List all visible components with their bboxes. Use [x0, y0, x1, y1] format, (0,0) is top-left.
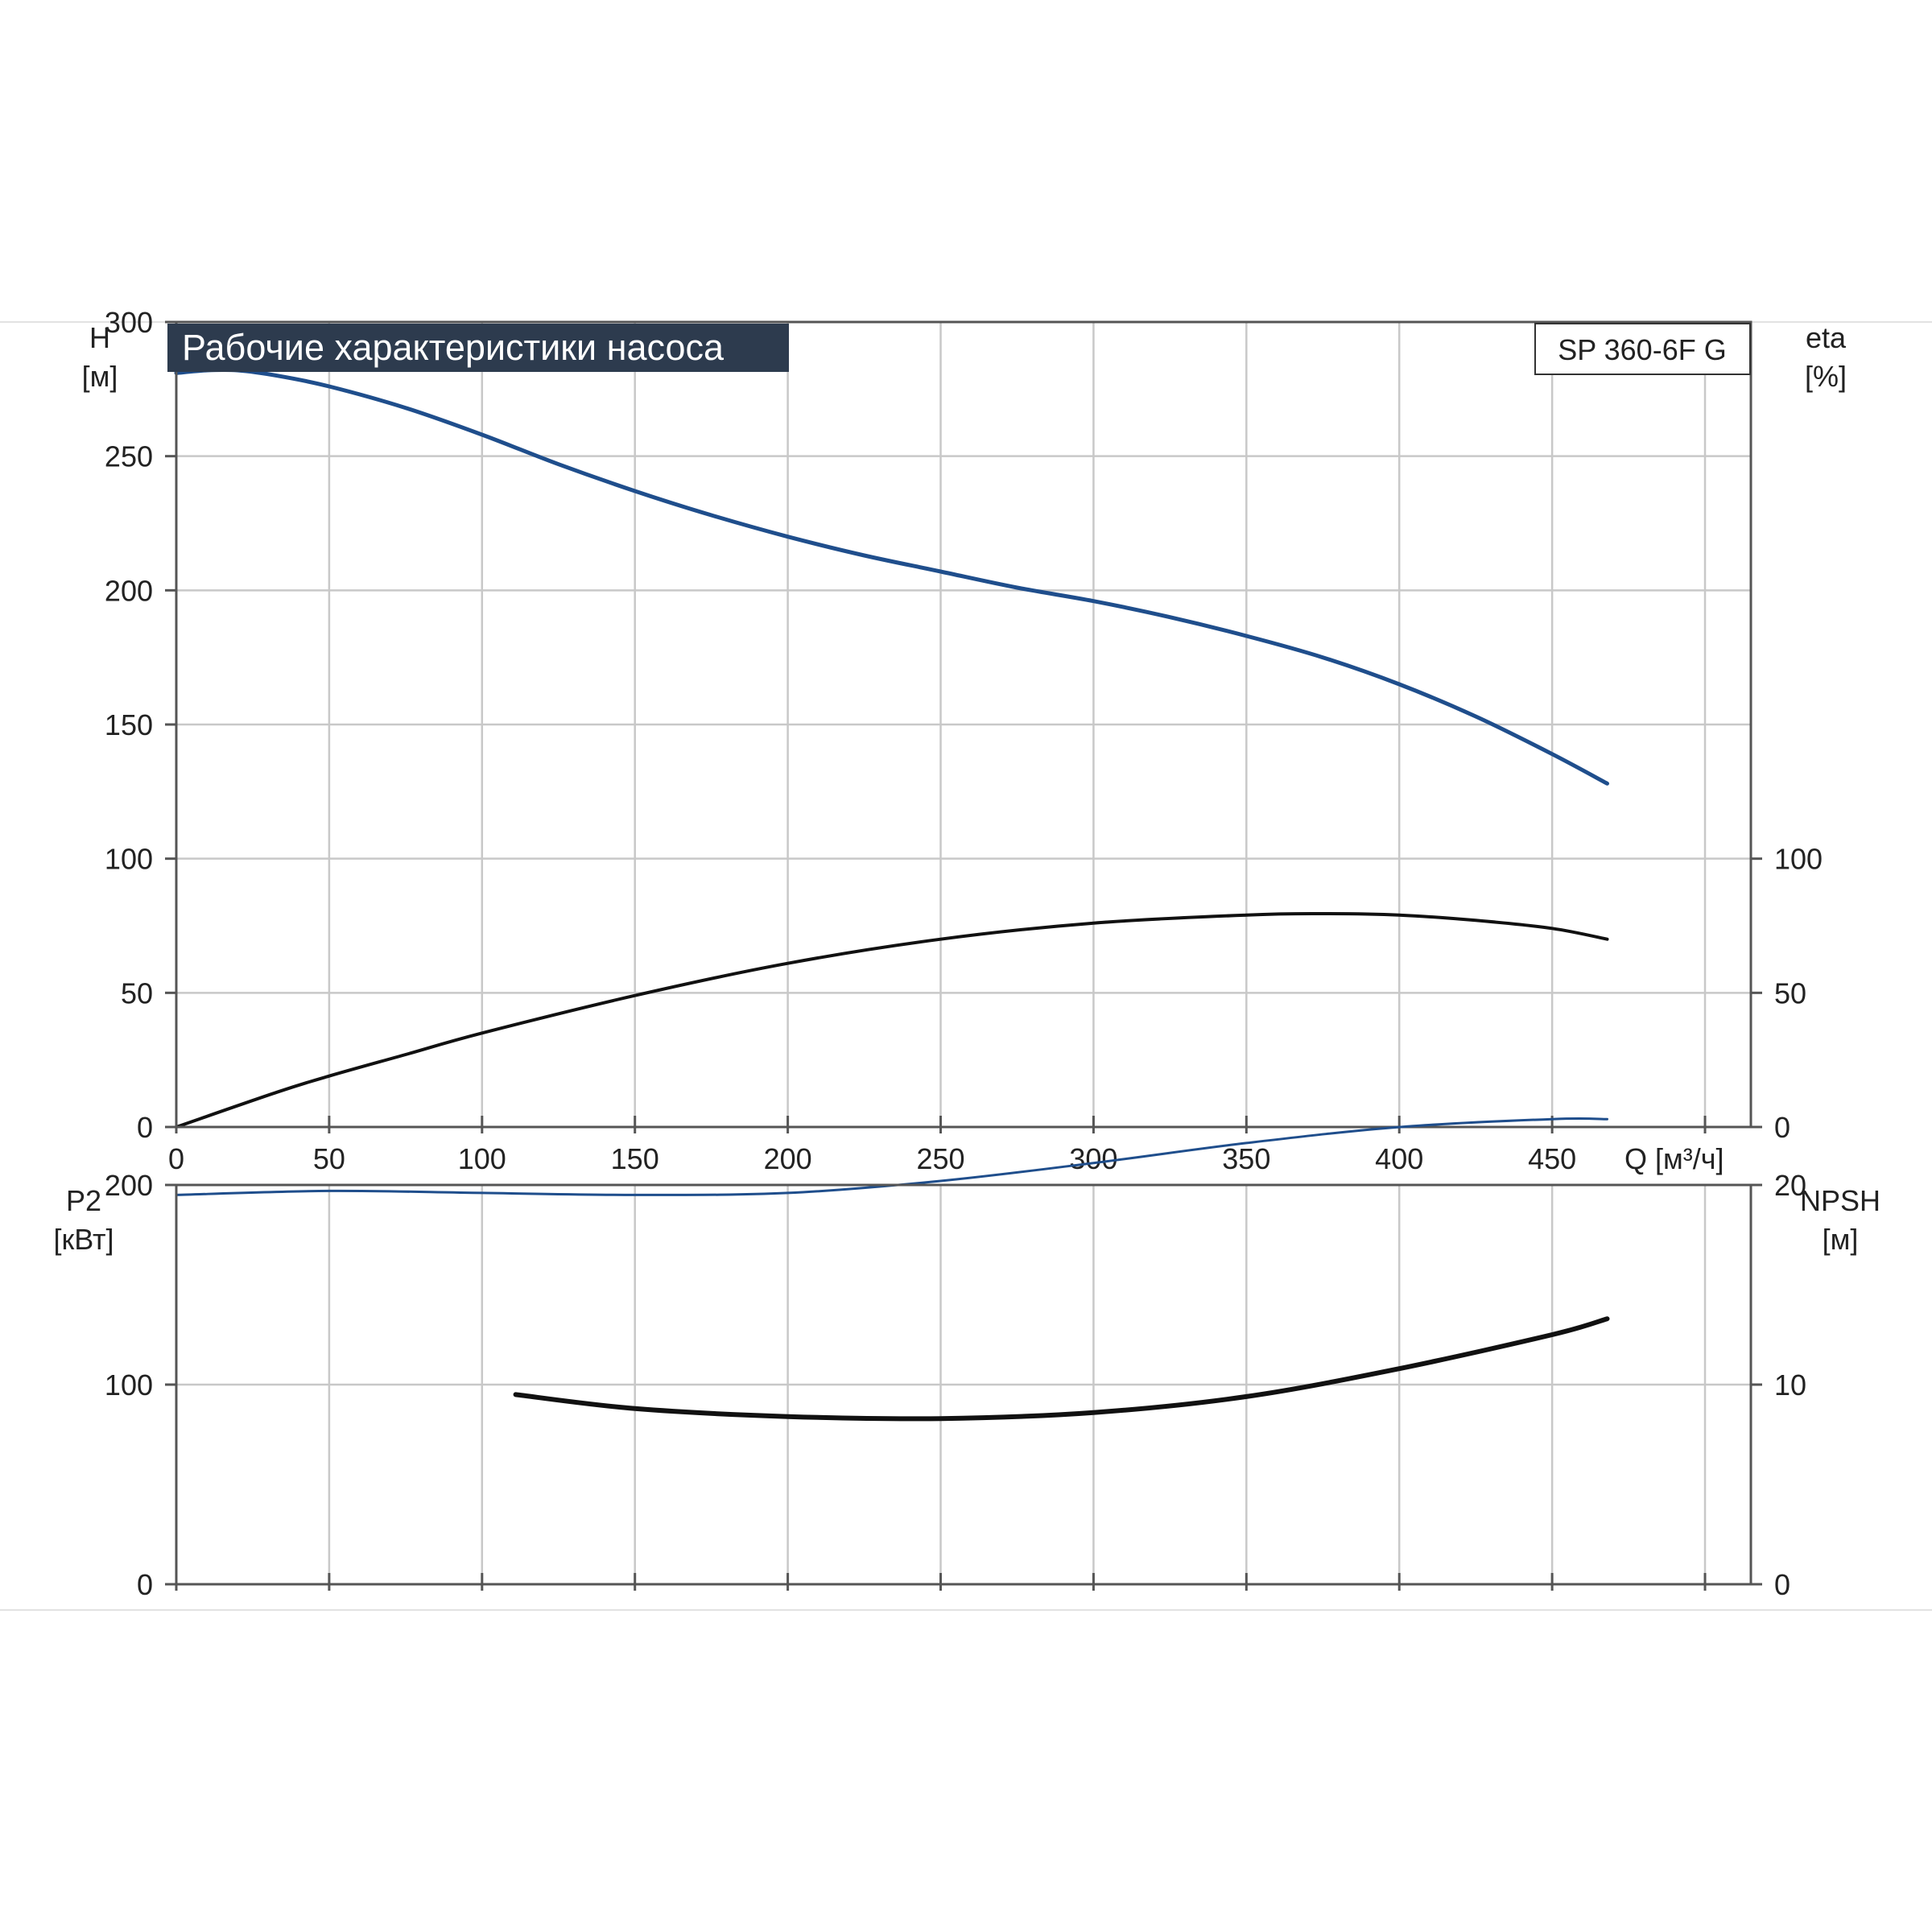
model-label: SP 360-6F G [1558, 333, 1726, 366]
y-tick-label: 0 [137, 1111, 153, 1144]
x-tick-label: 400 [1375, 1142, 1423, 1175]
model-label-box [1534, 323, 1751, 375]
y-tick-label: 200 [105, 574, 153, 607]
x-tick-label: 150 [611, 1142, 659, 1175]
head-efficiency-panel: 0 50 100 150 200 250 300 0 50 100 0 50 100 150 200 250 3… [82, 306, 1847, 1175]
power-npsh-panel: 0 100 200 0 10 20 P2 [кВт] NPSH [м] [53, 1117, 1880, 1601]
y2-axis-label-name: eta [1806, 321, 1847, 354]
x-tick-label: 100 [458, 1142, 506, 1175]
x-axis-label: Q [м³/ч] [1624, 1142, 1724, 1175]
y2-tick-label: 10 [1774, 1368, 1806, 1402]
x-tick-label: 50 [313, 1142, 345, 1175]
series-line-npsh [513, 1316, 1610, 1422]
x-tick-label: 0 [168, 1142, 184, 1175]
title-banner [167, 324, 789, 372]
series-line-eta [175, 911, 1609, 1129]
npsh-axis-label-name: NPSH [1800, 1184, 1880, 1217]
y-tick-label: 100 [105, 843, 153, 876]
y-tick-label: 200 [105, 1169, 153, 1202]
y-tick-label: 50 [121, 976, 153, 1009]
series-line-p2 [175, 1117, 1608, 1196]
y-tick-label: 250 [105, 440, 153, 473]
x-tick-label: 250 [916, 1142, 964, 1175]
y-axis-label-unit: [м] [82, 360, 118, 393]
p2-axis-label-name: P2 [66, 1184, 101, 1217]
top-tick-labels: 0 50 100 150 200 250 300 0 50 100 0 50 100 150 200 250 3… [105, 306, 1823, 1175]
bottom-tick-labels: 0 100 200 0 10 20 [105, 1169, 1806, 1601]
p2-axis-label-unit: [кВт] [53, 1223, 114, 1256]
y2-tick-label: 100 [1774, 843, 1823, 876]
y2-tick-label: 20 [1774, 1169, 1806, 1202]
y2-tick-label: 0 [1774, 1568, 1790, 1601]
top-grid [176, 320, 1751, 1127]
y2-tick-label: 50 [1774, 976, 1806, 1009]
x-tick-label: 450 [1528, 1142, 1576, 1175]
y2-axis-label-unit: [%] [1805, 360, 1847, 393]
y-tick-label: 300 [105, 306, 153, 339]
series-line-h [174, 367, 1609, 786]
bottom-grid [176, 1183, 1751, 1584]
x-tick-label: 300 [1069, 1142, 1117, 1175]
y2-tick-label: 0 [1774, 1111, 1790, 1144]
y-tick-label: 0 [137, 1568, 153, 1601]
top-series [174, 367, 1609, 1129]
y-tick-label: 150 [105, 708, 153, 741]
x-tick-label: 350 [1222, 1142, 1270, 1175]
y-axis-label-name: H [89, 321, 110, 354]
chart-title: Рабочие характеристики насоса [182, 327, 724, 368]
npsh-axis-label-unit: [м] [1823, 1223, 1859, 1256]
bottom-series [175, 1117, 1610, 1422]
y-tick-label: 100 [105, 1368, 153, 1402]
x-tick-label: 200 [764, 1142, 812, 1175]
